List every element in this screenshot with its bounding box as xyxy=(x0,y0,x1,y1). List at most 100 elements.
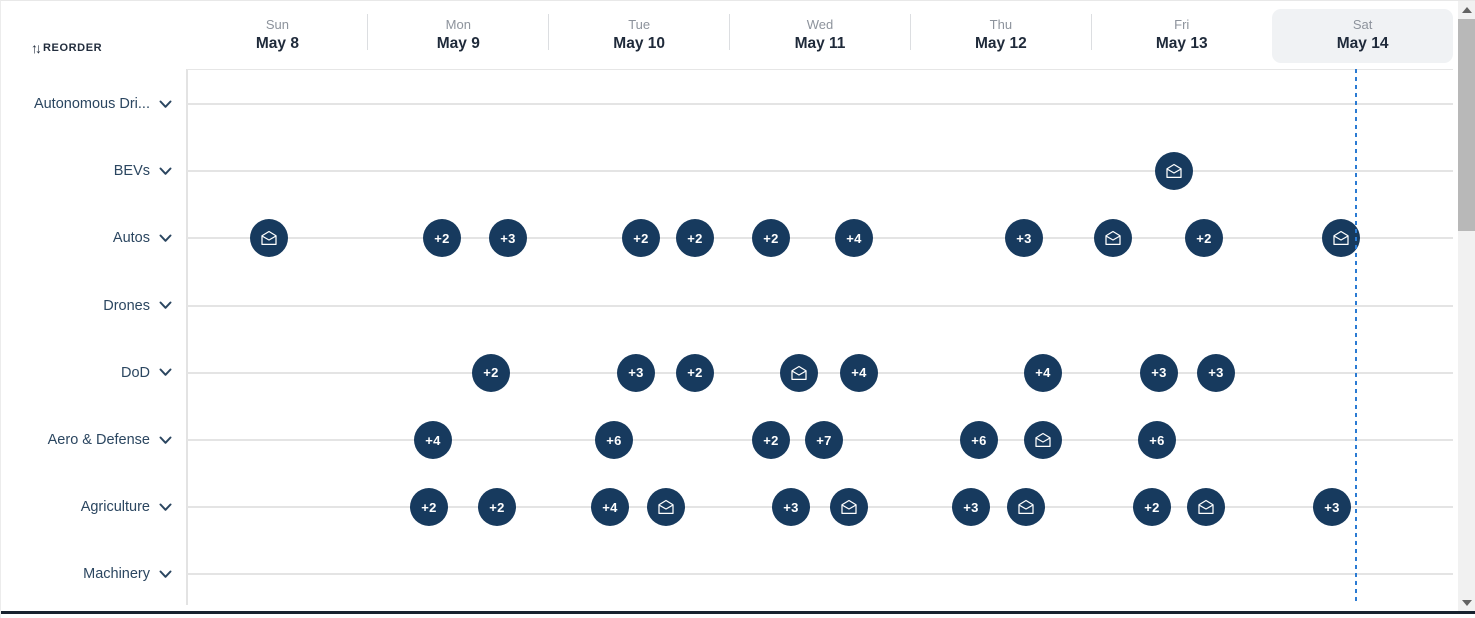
reorder-button[interactable]: ↑↓ REORDER xyxy=(31,41,102,55)
event-badge-mail[interactable] xyxy=(830,488,868,527)
event-badge-mail[interactable] xyxy=(1155,152,1193,191)
row-label-text: Aero & Defense xyxy=(47,432,150,448)
window-bottom-border xyxy=(1,611,1475,614)
chevron-down-icon xyxy=(159,234,172,243)
event-badge-mail[interactable] xyxy=(250,219,288,258)
event-badge-count[interactable]: +2 xyxy=(410,488,448,527)
row-label-text: Agriculture xyxy=(80,499,150,516)
date-label: May 11 xyxy=(794,35,846,52)
event-badge-mail[interactable] xyxy=(1187,488,1225,527)
event-badge-count[interactable]: +2 xyxy=(676,353,714,392)
row-gridline xyxy=(187,170,1453,173)
event-badge-count[interactable]: +2 xyxy=(423,219,461,258)
event-badge-mail[interactable] xyxy=(780,353,818,392)
event-badge-count[interactable]: +2 xyxy=(622,219,660,258)
event-badge-count[interactable]: +3 xyxy=(617,353,655,392)
event-badge-count[interactable]: +2 xyxy=(676,219,714,258)
chevron-down-icon xyxy=(159,167,172,176)
row-label-text: Autos xyxy=(112,230,150,247)
scrollbar-thumb[interactable] xyxy=(1458,19,1475,231)
row-label-machinery[interactable]: Machinery xyxy=(83,566,172,582)
event-badge-count[interactable]: +3 xyxy=(772,488,810,527)
date-label: May 14 xyxy=(1336,35,1389,52)
day-header-tue-may-10[interactable]: Tue May 10 xyxy=(549,1,730,69)
event-badge-count[interactable]: +3 xyxy=(1313,488,1351,527)
row-label-autos[interactable]: Autos xyxy=(113,230,172,246)
date-label: May 9 xyxy=(436,35,480,52)
mail-open-icon xyxy=(839,497,859,517)
row-label-text: Drones xyxy=(103,297,150,314)
row-label-text: BEVs xyxy=(113,163,150,180)
row-gridline xyxy=(187,304,1453,307)
weekday-label: Tue xyxy=(628,17,651,32)
mail-open-icon xyxy=(1331,228,1351,248)
row-label-text: Machinery xyxy=(83,566,150,583)
event-badge-count[interactable]: +6 xyxy=(595,421,633,459)
event-badge-count[interactable]: +3 xyxy=(1140,353,1178,392)
event-badge-count[interactable]: +3 xyxy=(1197,353,1235,392)
event-badge-count[interactable]: +2 xyxy=(752,421,790,459)
day-header-mon-may-9[interactable]: Mon May 9 xyxy=(368,1,549,69)
date-label: May 12 xyxy=(975,35,1027,52)
event-badge-count[interactable]: +2 xyxy=(1133,488,1171,527)
event-badge-count[interactable]: +4 xyxy=(591,488,629,527)
weekday-label: Mon xyxy=(445,17,471,32)
row-gridline xyxy=(187,506,1453,509)
mail-open-icon xyxy=(1196,497,1216,517)
row-label-text: DoD xyxy=(120,364,150,381)
vertical-scrollbar[interactable] xyxy=(1458,1,1475,611)
day-header-wed-may-11[interactable]: Wed May 11 xyxy=(730,1,911,69)
day-header-fri-may-13[interactable]: Fri May 13 xyxy=(1091,1,1272,69)
event-badge-count[interactable]: +7 xyxy=(805,421,843,459)
event-badge-count[interactable]: +3 xyxy=(1005,219,1043,258)
row-label-aero-defense[interactable]: Aero & Defense xyxy=(48,432,172,448)
row-label-text: Autonomous Dri... xyxy=(33,96,150,112)
event-badge-count[interactable]: +4 xyxy=(840,353,878,392)
scroll-up-button[interactable] xyxy=(1458,1,1475,18)
mail-open-icon xyxy=(1033,430,1053,450)
row-label-autonomous-dri[interactable]: Autonomous Dri... xyxy=(34,96,172,112)
event-badge-mail[interactable] xyxy=(647,488,685,527)
event-badge-count[interactable]: +4 xyxy=(414,421,452,459)
event-badge-count[interactable]: +2 xyxy=(472,353,510,392)
event-badge-count[interactable]: +2 xyxy=(1185,219,1223,258)
triangle-up-icon xyxy=(1461,6,1472,13)
row-label-bevs[interactable]: BEVs xyxy=(114,163,172,179)
chevron-down-icon xyxy=(159,503,172,512)
row-gridline xyxy=(187,371,1453,374)
mail-open-icon xyxy=(259,228,279,248)
day-header-sun-may-8[interactable]: Sun May 8 xyxy=(187,1,368,69)
row-label-agriculture[interactable]: Agriculture xyxy=(81,499,172,515)
event-badge-count[interactable]: +2 xyxy=(752,219,790,258)
day-header-sat-may-14[interactable]: Sat May 14 xyxy=(1272,1,1453,69)
event-badge-count[interactable]: +6 xyxy=(1138,421,1176,459)
row-gridline xyxy=(187,573,1453,576)
day-column-divider xyxy=(910,14,912,50)
weekday-label: Thu xyxy=(989,17,1013,32)
sidebar-divider xyxy=(186,69,188,605)
mail-open-icon xyxy=(1164,161,1184,181)
event-badge-count[interactable]: +2 xyxy=(478,488,516,527)
event-badge-count[interactable]: +4 xyxy=(1024,353,1062,392)
row-label-dod[interactable]: DoD xyxy=(121,365,172,381)
event-badge-mail[interactable] xyxy=(1094,219,1132,258)
day-column-divider xyxy=(1091,14,1092,50)
event-badge-mail[interactable] xyxy=(1024,421,1062,459)
event-badge-count[interactable]: +6 xyxy=(960,421,998,459)
day-header-row: Sun May 8 Mon May 9 Tue May 10 Wed May 11 Thu May… xyxy=(187,1,1453,69)
event-badge-count[interactable]: +3 xyxy=(952,488,990,527)
chevron-down-icon xyxy=(159,301,172,310)
date-label: May 13 xyxy=(1155,35,1208,52)
event-badge-count[interactable]: +4 xyxy=(835,219,873,258)
scroll-down-button[interactable] xyxy=(1458,594,1475,611)
weekday-label: Fri xyxy=(1174,17,1190,32)
event-badge-count[interactable]: +3 xyxy=(489,219,527,258)
event-badge-mail[interactable] xyxy=(1007,488,1045,527)
date-label: May 10 xyxy=(613,35,665,52)
mail-open-icon xyxy=(656,497,676,517)
event-badge-mail[interactable] xyxy=(1322,219,1360,258)
row-label-drones[interactable]: Drones xyxy=(103,298,172,314)
day-header-thu-may-12[interactable]: Thu May 12 xyxy=(910,1,1091,69)
weekday-label: Sun xyxy=(265,17,289,32)
